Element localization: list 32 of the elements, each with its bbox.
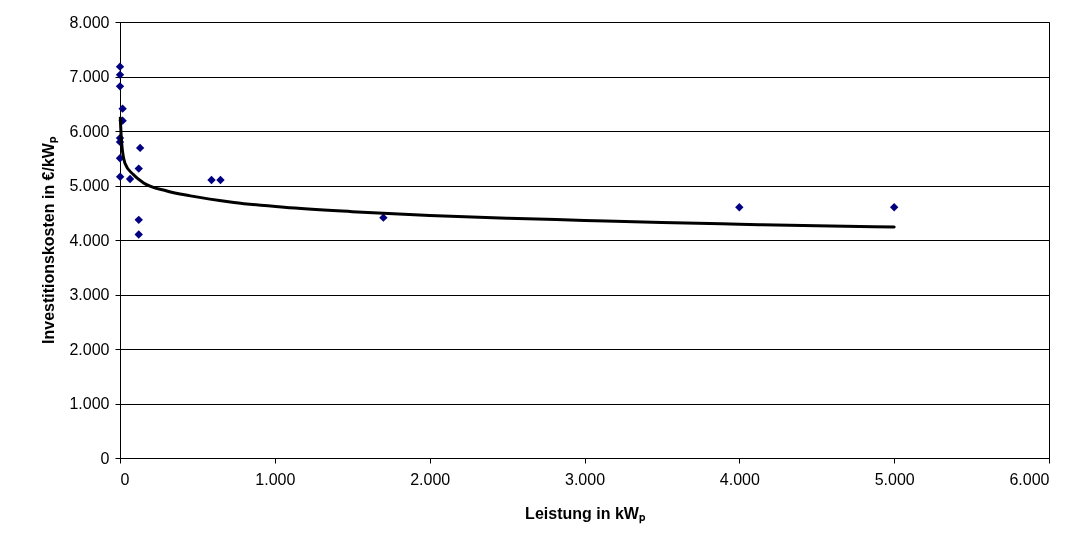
point (125, 174, 135, 184)
y-tick-label: 0 (100, 449, 110, 467)
point (134, 230, 143, 239)
point (115, 82, 125, 91)
point (207, 175, 216, 185)
point (135, 143, 145, 153)
point (134, 215, 143, 225)
point (889, 203, 899, 212)
y-tick-label: 7.000 (69, 68, 110, 85)
y-tick-label: 1.000 (69, 395, 110, 412)
point (115, 172, 125, 181)
x-tick-label: 3.000 (564, 470, 606, 488)
point (118, 104, 127, 113)
point (379, 213, 388, 222)
y-tick-label: 6.000 (69, 122, 110, 140)
x-axis-title: Leistung in kWₚ (525, 504, 646, 524)
y-tick-label: 8.000 (69, 13, 110, 31)
x-tick-label: 0 (120, 470, 130, 488)
point (115, 62, 125, 71)
y-tick-label: 4.000 (69, 231, 110, 249)
x-tick-label: 4.000 (719, 470, 760, 488)
x-tick-label: 2.000 (410, 470, 451, 488)
y-tick-label: 5.000 (69, 177, 110, 194)
x-tick-label: 6.000 (1009, 470, 1050, 488)
point (216, 175, 225, 185)
y-tick-label: 3.000 (69, 286, 110, 303)
x-tick-label: 1.000 (255, 470, 296, 488)
point (134, 164, 143, 173)
y-axis-title: Investitionskosten in €/kWₚ (40, 136, 60, 344)
x-tick-label: 5.000 (874, 470, 915, 488)
y-tick-label: 2.000 (69, 340, 110, 358)
point (735, 203, 744, 212)
